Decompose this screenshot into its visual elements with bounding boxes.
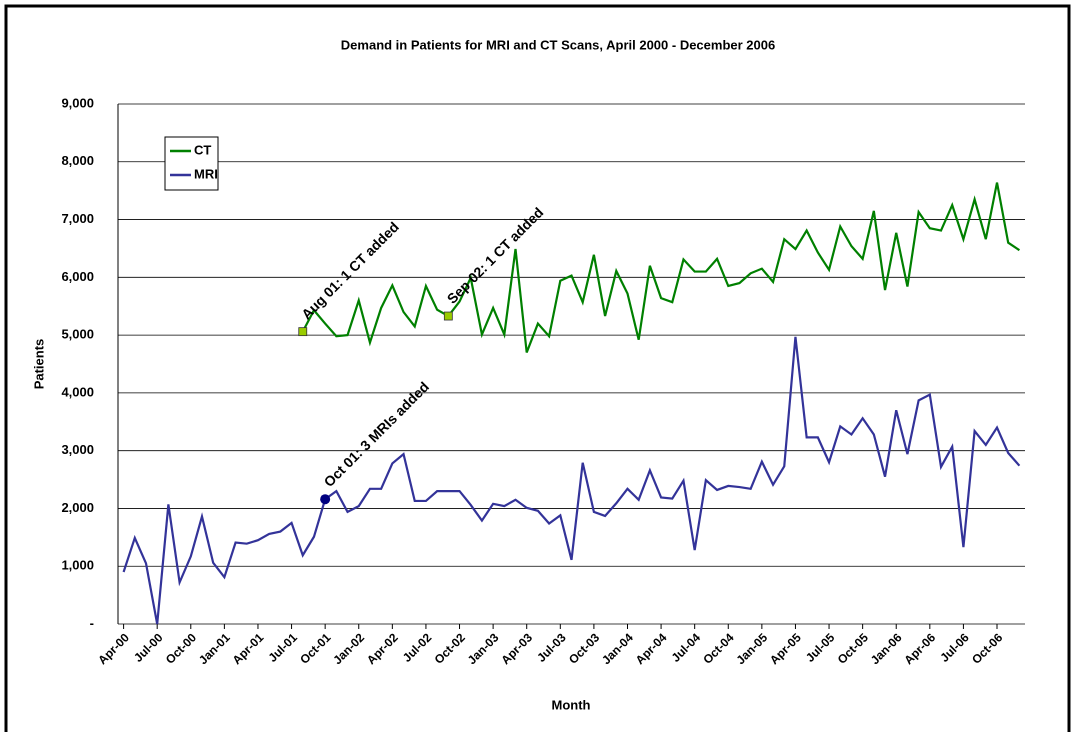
x-tick-label: Oct-01 <box>297 630 334 667</box>
y-tick-label: 3,000 <box>61 442 94 457</box>
series-line <box>301 182 1021 353</box>
x-tick-label: Oct-06 <box>969 630 1006 667</box>
y-tick-label: 7,000 <box>61 211 94 226</box>
x-tick-label: Oct-04 <box>700 630 737 667</box>
y-axis-title: Patients <box>31 339 46 390</box>
x-tick-label: Jul-06 <box>937 630 972 665</box>
x-tick-label: Jan-03 <box>465 630 502 667</box>
x-tick-label: Oct-02 <box>432 630 469 667</box>
series-line <box>122 336 1021 625</box>
x-tick-label: Apr-00 <box>95 630 132 667</box>
x-axis-title: Month <box>552 697 591 712</box>
x-tick-label: Oct-03 <box>566 630 603 667</box>
legend: CT MRI <box>164 136 219 191</box>
x-tick-label: Jul-04 <box>669 630 704 665</box>
chart-title: Demand in Patients for MRI and CT Scans,… <box>341 37 775 52</box>
x-tick-label: Jan-05 <box>733 630 770 667</box>
highlight-marker <box>320 494 331 505</box>
highlight-marker <box>298 327 308 337</box>
annotation: Aug 01: 1 CT added <box>298 219 402 323</box>
highlight-marker <box>443 311 453 321</box>
y-tick-label: 6,000 <box>61 269 94 284</box>
x-tick-label: Jul-02 <box>400 630 435 665</box>
y-tick-label: 9,000 <box>61 95 94 110</box>
legend-box <box>164 136 219 191</box>
y-tick-label: 4,000 <box>61 384 94 399</box>
x-tick-label: Jul-03 <box>534 630 569 665</box>
y-tick-label: 8,000 <box>61 153 94 168</box>
x-tick-label: Jul-00 <box>131 630 166 665</box>
chart-border <box>4 4 1071 732</box>
x-tick-label: Apr-03 <box>498 630 535 667</box>
y-tick-label: 1,000 <box>61 558 94 573</box>
x-tick-label: Jan-06 <box>868 630 905 667</box>
legend-label: CT <box>194 142 211 157</box>
y-tick-label: - <box>90 615 94 630</box>
x-tick-label: Jan-04 <box>599 630 636 667</box>
x-tick-label: Oct-05 <box>835 630 872 667</box>
x-tick-label: Apr-04 <box>633 630 670 667</box>
x-tick-label: Apr-05 <box>767 630 804 667</box>
x-tick-label: Jul-01 <box>265 630 300 665</box>
annotation: Oct 01: 3 MRIs added <box>321 379 432 490</box>
x-tick-label: Apr-01 <box>230 630 267 667</box>
x-tick-label: Apr-02 <box>364 630 401 667</box>
y-tick-label: 5,000 <box>61 327 94 342</box>
x-tick-label: Jul-05 <box>803 630 838 665</box>
x-tick-label: Apr-06 <box>901 630 938 667</box>
x-tick-label: Jan-02 <box>330 630 367 667</box>
x-tick-label: Oct-00 <box>163 630 200 667</box>
x-tick-label: Jan-01 <box>196 630 233 667</box>
legend-label: MRI <box>194 166 218 181</box>
y-tick-label: 2,000 <box>61 500 94 515</box>
